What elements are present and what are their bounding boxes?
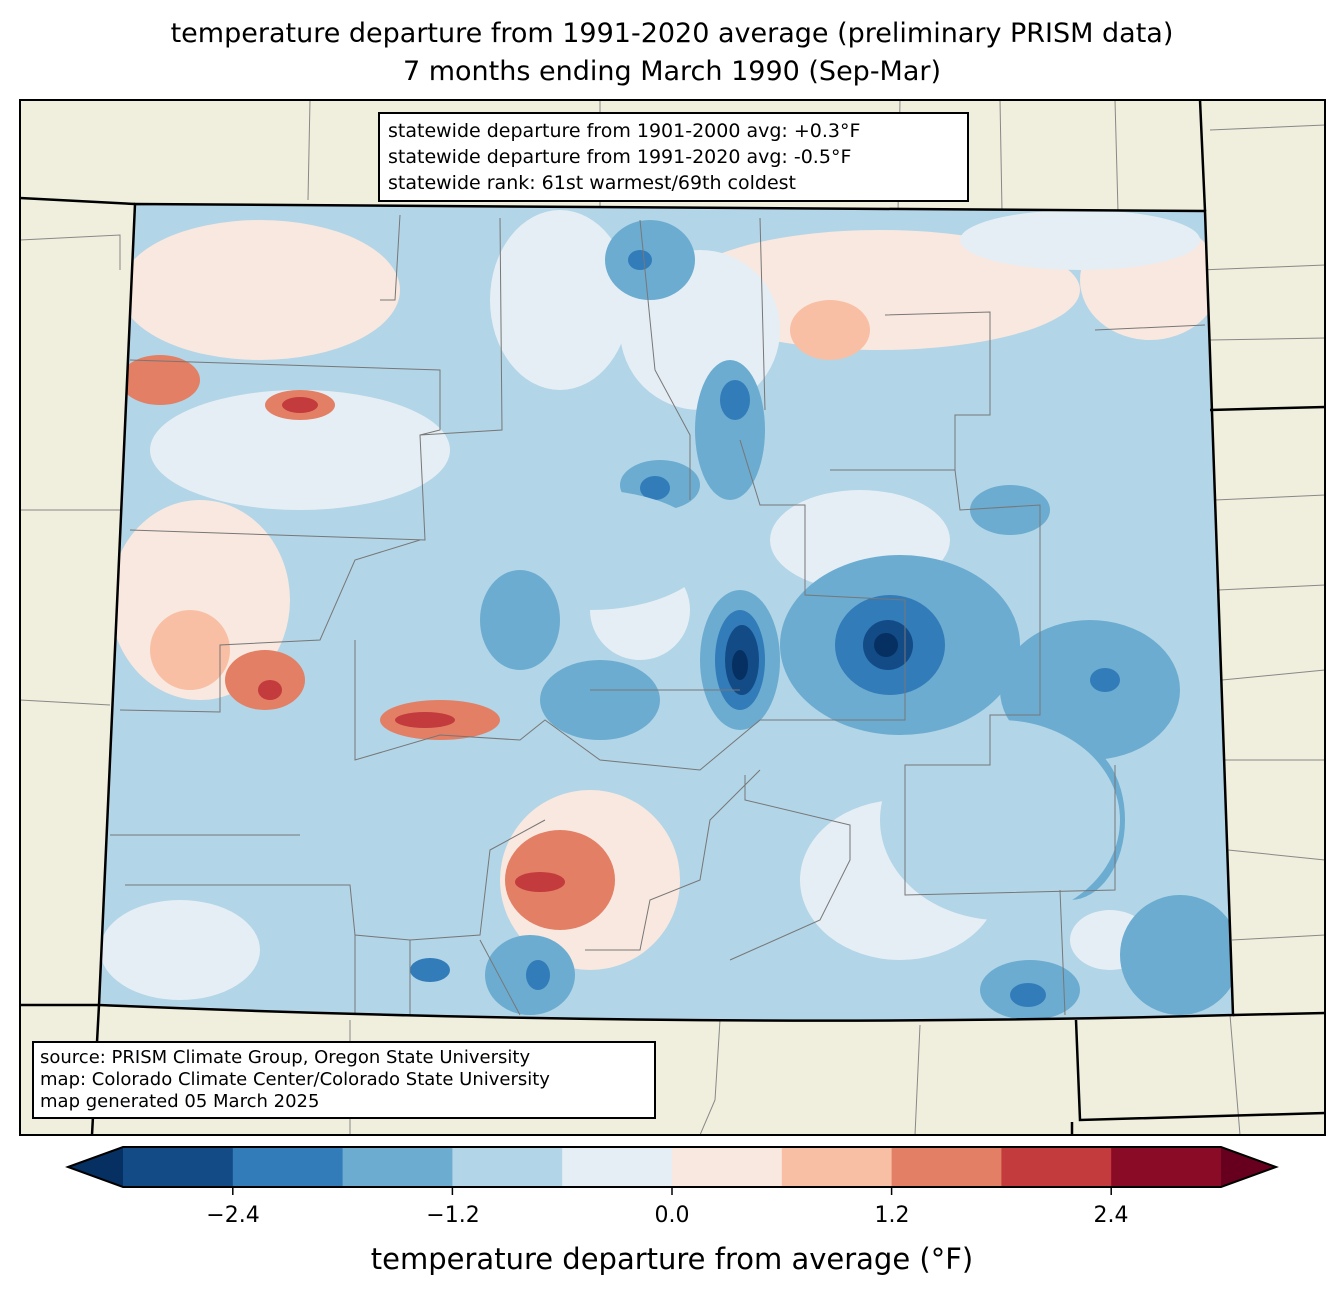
colorbar-segment <box>123 1147 234 1187</box>
colorbar-segment <box>562 1147 673 1187</box>
map-title: temperature departure from 1991-2020 ave… <box>170 18 1174 49</box>
stat-departure-1991-2020: statewide departure from 1991-2020 avg: … <box>388 146 852 168</box>
departure-contour <box>480 570 560 670</box>
departure-contour <box>120 355 200 405</box>
departure-contour <box>150 610 230 690</box>
colorbar-segment <box>232 1147 344 1187</box>
colorbar-outline <box>65 1146 1279 1188</box>
county-lines <box>110 214 1233 1016</box>
departure-contour <box>526 960 550 990</box>
colorbar-extend-low <box>68 1147 123 1187</box>
colorado-border <box>97 202 1235 1022</box>
departure-contour <box>100 900 260 1000</box>
colorbar-tick-label: 1.2 <box>874 1203 910 1228</box>
departure-contour <box>120 220 400 360</box>
departure-contour <box>490 210 630 390</box>
departure-contour <box>720 380 750 420</box>
statewide-stats-box: statewide departure from 1901-2000 avg: … <box>378 112 969 202</box>
departure-contour <box>1090 668 1120 692</box>
colorbar-tick-label: 2.4 <box>1093 1203 1129 1228</box>
colorbar <box>65 1146 1279 1195</box>
colorbar-segment <box>1111 1147 1222 1187</box>
departure-contour <box>410 958 450 982</box>
colorbar-segment <box>1001 1147 1112 1187</box>
source-credit: source: PRISM Climate Group, Oregon Stat… <box>40 1047 531 1068</box>
colorbar-segment <box>672 1147 783 1187</box>
departure-contour <box>515 872 565 892</box>
colorbar-tick-label: 0.0 <box>654 1203 690 1228</box>
colorbar-label: temperature departure from average (°F) <box>370 1242 974 1276</box>
colorbar-tick-label: −1.2 <box>426 1203 480 1228</box>
colorbar-segment <box>891 1147 1002 1187</box>
generated-date: map generated 05 March 2025 <box>40 1091 320 1112</box>
departure-contour <box>225 650 305 710</box>
stat-departure-1901-2000: statewide departure from 1901-2000 avg: … <box>388 120 861 142</box>
departure-contour <box>640 476 670 500</box>
map-credit: map: Colorado Climate Center/Colorado St… <box>40 1069 550 1090</box>
departure-contour <box>680 230 1080 350</box>
colorbar-segment <box>342 1147 453 1187</box>
source-box: source: PRISM Climate Group, Oregon Stat… <box>32 1041 656 1119</box>
departure-contour <box>150 390 450 510</box>
departure-contour <box>970 485 1050 535</box>
departure-contour <box>960 210 1200 270</box>
map-subtitle: 7 months ending March 1990 (Sep-Mar) <box>402 56 942 87</box>
departure-contour <box>282 397 318 413</box>
colorbar-extend-high <box>1221 1147 1276 1187</box>
departure-contour <box>874 633 898 657</box>
departure-contour <box>1010 983 1046 1007</box>
departure-contour <box>732 650 748 680</box>
departure-contour <box>540 660 660 740</box>
departure-contour <box>1000 620 1180 760</box>
map-frame <box>19 99 1326 1136</box>
departure-contour <box>790 300 870 360</box>
departure-contour <box>628 250 652 270</box>
departure-contour <box>695 360 765 500</box>
departure-contour <box>258 680 282 700</box>
stat-rank: statewide rank: 61st warmest/69th coldes… <box>388 172 797 194</box>
departure-contour <box>395 712 455 728</box>
colorbar-segment <box>781 1147 893 1187</box>
departure-contour <box>1120 895 1233 1015</box>
temperature-departure-field <box>99 204 1233 1021</box>
colorbar-segment <box>452 1147 563 1187</box>
departure-contour <box>880 720 1120 920</box>
colorbar-tick-label: −2.4 <box>206 1203 260 1228</box>
